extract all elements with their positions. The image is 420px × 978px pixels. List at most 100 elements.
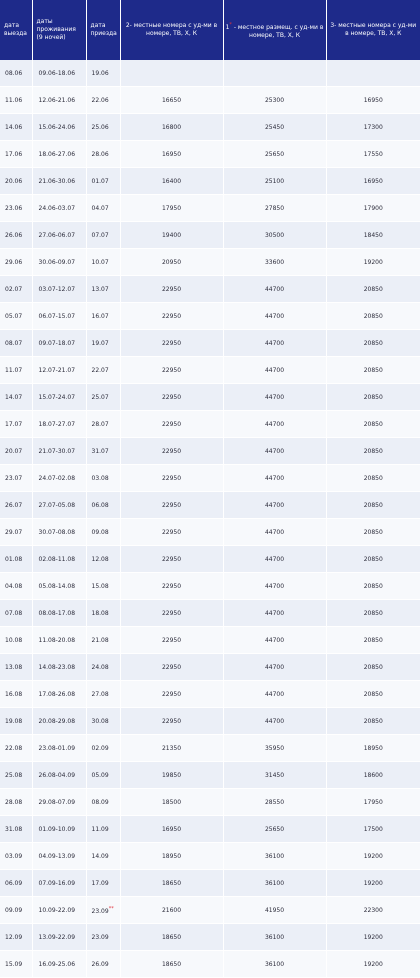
- cell-double-value: 18650: [161, 933, 182, 941]
- cell-triple-value: 19200: [363, 258, 383, 266]
- cell-stay: 06.07-15.07: [32, 302, 87, 330]
- cell-departure: 02.07: [0, 275, 33, 303]
- cell-stay: 24.07-02.08: [32, 464, 87, 492]
- cell-arrival-value: 22.06: [91, 96, 109, 104]
- header-departure: дата выезда: [0, 0, 33, 60]
- cell-double-value: 16650: [161, 96, 182, 104]
- cell-triple-value: 20850: [363, 663, 383, 671]
- cell-departure-value: 26.06: [5, 231, 23, 239]
- header-double: 2- местные номера с уд-ми в номере, ТВ, …: [120, 0, 224, 60]
- cell-departure: 07.08: [0, 599, 33, 627]
- cell-triple: 20850: [326, 626, 420, 654]
- cell-single-value: 44700: [264, 366, 285, 374]
- cell-arrival: 28.07: [86, 410, 121, 438]
- cell-stay-value: 23.08-01.09: [38, 744, 76, 752]
- cell-stay-value: 12.07-21.07: [38, 366, 76, 374]
- cell-arrival-value: 19.06: [91, 69, 109, 77]
- cell-single: 44700: [223, 518, 327, 546]
- cell-stay: 15.07-24.07: [32, 383, 87, 411]
- cell-single: 36100: [223, 869, 327, 897]
- cell-single-value: 36100: [264, 879, 285, 887]
- table-row: 29.07 30.07-08.08 09.08 22950 44700 20850: [0, 518, 420, 546]
- cell-triple: 17900: [326, 194, 420, 222]
- cell-single: 44700: [223, 275, 327, 303]
- cell-single: 27850: [223, 194, 327, 222]
- cell-stay: 27.06-06.07: [32, 221, 87, 249]
- cell-arrival-value: 04.07: [91, 204, 109, 212]
- cell-triple-value: 19200: [363, 879, 383, 887]
- cell-arrival-value: 12.08: [91, 555, 109, 563]
- cell-double: 19850: [120, 761, 224, 789]
- cell-arrival-value: 25.06: [91, 123, 109, 131]
- cell-double-value: 22950: [161, 528, 182, 536]
- cell-double: 18500: [120, 788, 224, 816]
- cell-triple-value: 20850: [363, 285, 383, 293]
- cell-arrival-value: 05.09: [91, 771, 109, 779]
- cell-stay: 03.07-12.07: [32, 275, 87, 303]
- cell-triple: 16950: [326, 86, 420, 114]
- cell-departure: 19.08: [0, 707, 33, 735]
- cell-triple: 20850: [326, 545, 420, 573]
- cell-triple-value: 20850: [363, 420, 383, 428]
- cell-triple: 20850: [326, 653, 420, 681]
- cell-departure: 08.07: [0, 329, 33, 357]
- cell-single-value: 44700: [264, 582, 285, 590]
- cell-arrival: 22.06: [86, 86, 121, 114]
- cell-double-value: 19400: [161, 231, 182, 239]
- header-single-note: *: [229, 21, 232, 28]
- cell-single-value: 25450: [264, 123, 285, 131]
- cell-arrival: 13.07: [86, 275, 121, 303]
- table-row: 01.08 02.08-11.08 12.08 22950 44700 20850: [0, 545, 420, 573]
- cell-arrival: 03.08: [86, 464, 121, 492]
- cell-arrival-value: 23.09: [91, 933, 109, 941]
- cell-arrival-value: 31.07: [91, 447, 109, 455]
- cell-departure: 20.07: [0, 437, 33, 465]
- cell-stay: 27.07-05.08: [32, 491, 87, 519]
- cell-arrival: 27.08: [86, 680, 121, 708]
- cell-double-value: 22950: [161, 501, 182, 509]
- cell-triple-value: 20850: [363, 528, 383, 536]
- cell-double: 21350: [120, 734, 224, 762]
- table-row: 03.09 04.09-13.09 14.09 18950 36100 19200: [0, 842, 420, 870]
- cell-stay-value: 30.07-08.08: [38, 528, 76, 536]
- cell-departure-value: 14.06: [5, 123, 23, 131]
- header-arrival: дата приезда: [86, 0, 121, 60]
- cell-single-value: 44700: [264, 393, 285, 401]
- cell-double: 18650: [120, 950, 224, 978]
- cell-stay-value: 26.08-04.09: [38, 771, 76, 779]
- cell-departure: 17.07: [0, 410, 33, 438]
- cell-departure: 23.07: [0, 464, 33, 492]
- cell-single: 25650: [223, 140, 327, 168]
- cell-single: 25300: [223, 86, 327, 114]
- cell-stay: 01.09-10.09: [32, 815, 87, 843]
- cell-stay-value: 06.07-15.07: [38, 312, 76, 320]
- table-row: 09.09 10.09-22.09 23.09** 21600 41950 22300: [0, 896, 420, 924]
- cell-triple: 20850: [326, 680, 420, 708]
- table-row: 11.06 12.06-21.06 22.06 16650 25300 16950: [0, 86, 420, 114]
- cell-single-value: 36100: [264, 852, 285, 860]
- cell-departure: 03.09: [0, 842, 33, 870]
- cell-double-value: 22950: [161, 339, 182, 347]
- cell-arrival: 23.09**: [86, 896, 121, 924]
- cell-triple: 20850: [326, 464, 420, 492]
- cell-single-value: 31450: [264, 771, 285, 779]
- cell-arrival: 19.06: [86, 60, 121, 87]
- cell-arrival-value: 23.09: [91, 907, 109, 915]
- cell-double: 16400: [120, 167, 224, 195]
- cell-arrival: 28.06: [86, 140, 121, 168]
- cell-stay: 13.09-22.09: [32, 923, 87, 951]
- cell-departure: 13.08: [0, 653, 33, 681]
- table-row: 10.08 11.08-20.08 21.08 22950 44700 20850: [0, 626, 420, 654]
- cell-triple: 20850: [326, 410, 420, 438]
- cell-stay: 21.07-30.07: [32, 437, 87, 465]
- cell-single: 33600: [223, 248, 327, 276]
- cell-stay: 30.07-08.08: [32, 518, 87, 546]
- cell-stay-value: 04.09-13.09: [38, 852, 76, 860]
- cell-stay: 09.06-18.06: [32, 60, 87, 87]
- table-row: 29.06 30.06-09.07 10.07 20950 33600 19200: [0, 248, 420, 276]
- cell-arrival-value: 07.07: [91, 231, 109, 239]
- cell-departure-value: 29.07: [5, 528, 23, 536]
- cell-arrival-value: 01.07: [91, 177, 109, 185]
- cell-double: 16950: [120, 140, 224, 168]
- cell-departure-value: 15.09: [5, 960, 23, 968]
